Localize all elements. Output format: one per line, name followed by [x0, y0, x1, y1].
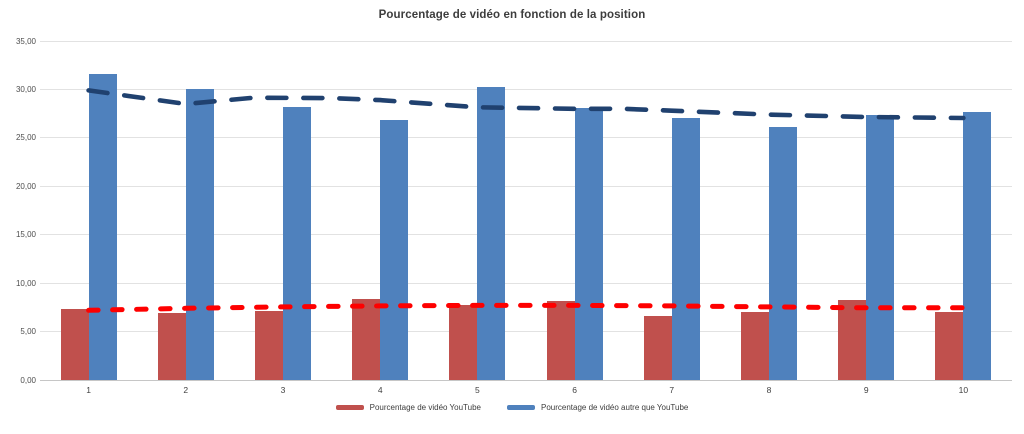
bar-autre — [866, 114, 895, 380]
gridline — [40, 185, 1012, 187]
bar-youtube — [255, 311, 283, 380]
x-axis-tick-label: 10 — [958, 385, 969, 395]
bar-youtube — [935, 312, 964, 380]
bar-youtube — [157, 313, 186, 380]
y-axis-tick-label: 10,00 — [15, 278, 36, 288]
y-axis-tick-label: 25,00 — [15, 133, 36, 143]
bar-autre — [671, 117, 700, 380]
bar-youtube — [741, 312, 769, 380]
bar-autre — [380, 120, 409, 380]
bar-youtube — [643, 316, 672, 380]
chart-title: Pourcentage de vidéo en fonction de la p… — [378, 9, 646, 21]
legend-label-autre: Pourcentage de vidéo autre que YouTube — [540, 403, 689, 412]
gridline — [40, 88, 1012, 90]
x-axis-tick-label: 1 — [86, 385, 91, 395]
x-axis-tick-label: 4 — [377, 385, 383, 395]
gridline — [40, 137, 1012, 139]
bar-youtube — [838, 299, 867, 380]
legend-swatch-youtube — [335, 405, 364, 410]
y-axis-tick-label: 20,00 — [15, 181, 36, 191]
gridline — [40, 379, 1012, 381]
x-axis-tick-label: 3 — [280, 385, 286, 395]
bar-autre — [963, 111, 992, 380]
bar-autre — [88, 73, 117, 380]
legend-item-youtube: Pourcentage de vidéo YouTube — [335, 403, 481, 412]
x-axis-tick-label: 9 — [863, 385, 869, 395]
gridline — [40, 234, 1012, 236]
trendline — [86, 88, 966, 121]
x-axis-tick-label: 7 — [669, 385, 675, 395]
y-axis-tick-label: 0,00 — [20, 375, 36, 385]
gridline — [40, 282, 1012, 284]
y-axis-tick-label: 35,00 — [15, 36, 36, 46]
bar-autre — [574, 107, 603, 380]
trendline — [86, 302, 966, 313]
bar-youtube — [449, 305, 478, 380]
gridline — [40, 40, 1012, 42]
x-axis-tick-label: 8 — [766, 385, 772, 395]
y-axis-tick-label: 30,00 — [15, 84, 36, 94]
bar-youtube — [352, 298, 381, 380]
legend-label-youtube: Pourcentage de vidéo YouTube — [369, 403, 481, 412]
y-axis-tick-label: 15,00 — [15, 230, 36, 240]
bar-youtube — [546, 300, 575, 380]
bar-youtube — [60, 309, 89, 380]
y-axis-tick-label: 5,00 — [20, 327, 36, 337]
bar-autre — [769, 127, 797, 380]
gridline — [40, 331, 1012, 333]
x-axis-tick-label: 2 — [183, 385, 189, 395]
x-axis-tick-label: 6 — [572, 385, 577, 395]
legend: Pourcentage de vidéo YouTube Pourcentage… — [0, 403, 1024, 412]
legend-swatch-autre — [506, 405, 535, 410]
bar-autre — [477, 86, 506, 380]
legend-item-autre: Pourcentage de vidéo autre que YouTube — [506, 403, 689, 412]
x-axis-tick-label: 5 — [475, 385, 480, 395]
bar-autre — [185, 89, 214, 380]
bar-autre — [283, 106, 311, 380]
